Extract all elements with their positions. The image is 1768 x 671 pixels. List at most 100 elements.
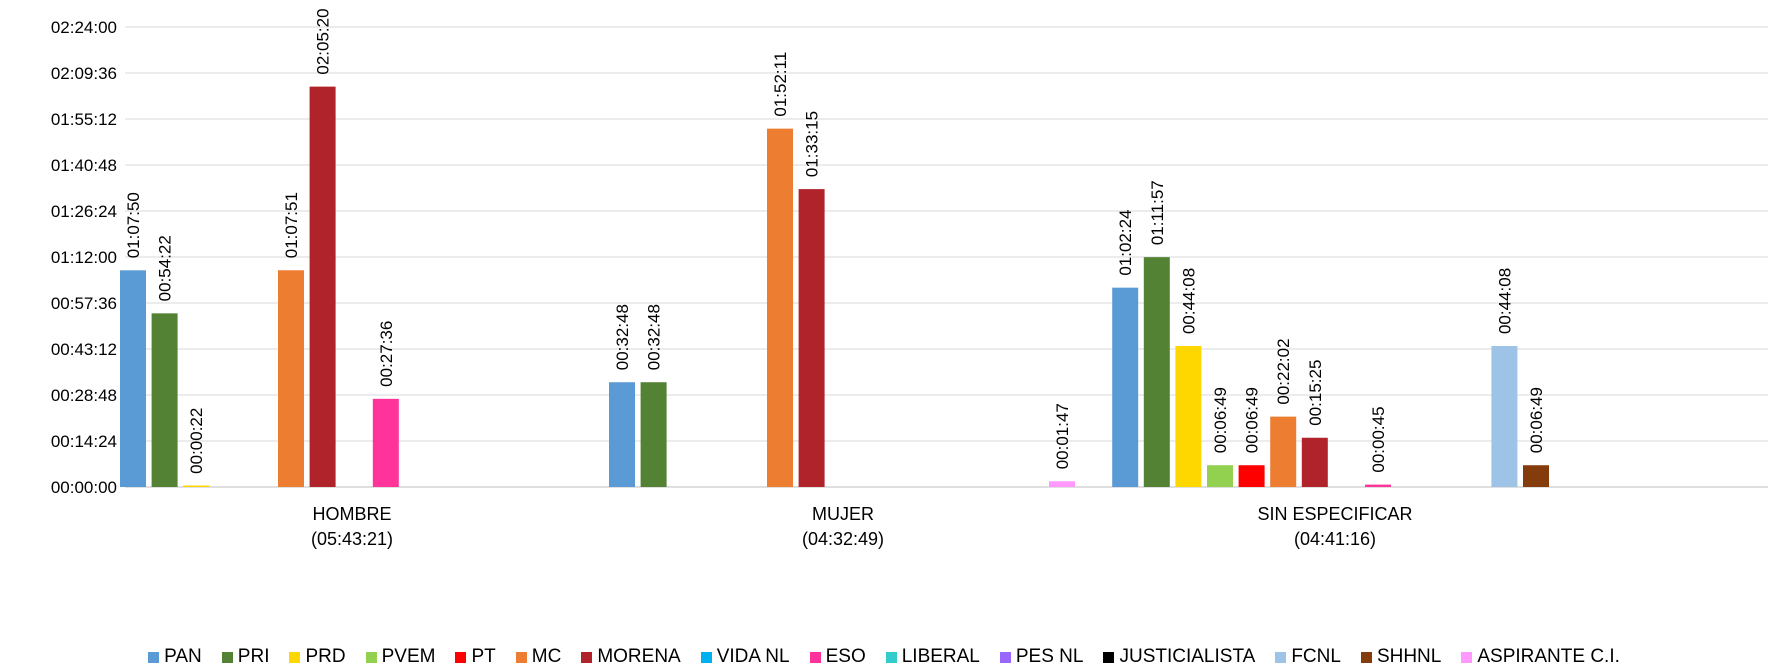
legend-swatch [999, 651, 1011, 663]
legend-item: PRI [221, 646, 270, 668]
data-label: 01:07:51 [282, 192, 301, 258]
y-tick-label: 00:28:48 [51, 386, 117, 405]
legend-item: PVEM [365, 646, 436, 668]
legend-label: PRD [305, 646, 346, 667]
data-label: 01:52:11 [771, 52, 790, 117]
y-tick-label: 00:57:36 [51, 294, 117, 313]
bar-mc [1270, 416, 1297, 487]
x-category-total: (04:41:16) [1294, 529, 1376, 549]
legend-label: PES NL [1015, 646, 1084, 667]
data-label: 00:32:48 [645, 304, 664, 370]
bar-pri [640, 382, 667, 487]
data-label: 00:06:49 [1527, 387, 1546, 453]
y-tick-label: 01:55:12 [51, 110, 117, 129]
bars [120, 86, 1549, 488]
data-label: 00:00:45 [1369, 406, 1388, 472]
legend-label: ESO [825, 646, 866, 667]
legend-swatch [1275, 651, 1287, 663]
data-label: 00:00:22 [187, 408, 206, 474]
legend-label: MORENA [597, 646, 681, 667]
legend: PAN PRI PRD PVEM PT MC MORENA VIDA NL ESO LIBERAL… [0, 646, 1768, 668]
bar-pan [609, 382, 635, 487]
bar-pri [151, 313, 178, 487]
legend-swatch [515, 651, 527, 663]
legend-swatch [365, 651, 377, 663]
legend-swatch [700, 651, 712, 663]
data-labels: 01:07:50 00:54:22 00:00:22 01:07:51 02:05:20… [124, 8, 1546, 473]
y-tick-label: 02:24:00 [51, 18, 117, 37]
legend-swatch [1103, 651, 1115, 663]
legend-swatch [1461, 651, 1473, 663]
bar-morena [309, 86, 336, 487]
legend-label: ASPIRANTE C.I. [1477, 646, 1620, 667]
gridlines [125, 26, 1768, 488]
bar-mc [767, 128, 793, 487]
bar-prd [1175, 346, 1202, 487]
legend-item: PRD [289, 646, 346, 668]
data-label: 02:05:20 [314, 8, 333, 74]
data-label: 01:07:50 [124, 192, 143, 258]
legend-swatch [885, 651, 897, 663]
legend-item: SHHNL [1360, 646, 1442, 668]
legend-item: PES NL [999, 646, 1084, 668]
legend-label: PVEM [381, 646, 436, 667]
bar-shhnl [1523, 465, 1549, 487]
x-category-label: MUJER [812, 504, 874, 524]
x-category-total: (05:43:21) [311, 529, 393, 549]
data-label: 00:22:02 [1274, 338, 1293, 404]
bar-eso [1365, 484, 1391, 487]
x-axis: HOMBRE (05:43:21) MUJER (04:32:49) SIN ESPEC… [311, 504, 1413, 549]
bar-fcnl [1491, 346, 1518, 487]
legend-item: VIDA NL [700, 646, 790, 668]
legend-swatch [581, 651, 593, 663]
legend-label: VIDA NL [716, 646, 790, 667]
legend-swatch [221, 651, 233, 663]
legend-label: PAN [164, 646, 202, 667]
legend-label: PT [471, 646, 496, 667]
legend-label: JUSTICIALISTA [1119, 646, 1256, 667]
bar-mc [278, 270, 304, 487]
legend-swatch [289, 651, 301, 663]
bar-pt [1238, 465, 1265, 487]
legend-item: PT [455, 646, 496, 668]
y-tick-label: 00:14:24 [51, 432, 117, 451]
bar-morena [798, 189, 825, 488]
data-label: 00:54:22 [156, 235, 175, 301]
legend-label: SHHNL [1376, 646, 1442, 667]
legend-label: PRI [237, 646, 270, 667]
data-label: 00:06:49 [1243, 387, 1262, 453]
bar-morena [1301, 437, 1328, 487]
y-axis: 00:00:00 00:14:24 00:28:48 00:43:12 00:57:36… [51, 18, 117, 497]
data-label: 00:44:08 [1495, 268, 1514, 334]
bar-pvem [1207, 465, 1233, 487]
bar-pan [1112, 287, 1139, 487]
legend-swatch [809, 651, 821, 663]
data-label: 00:32:48 [613, 304, 632, 370]
legend-item: LIBERAL [885, 646, 980, 668]
data-label: 01:11:57 [1148, 180, 1167, 245]
data-label: 00:44:08 [1179, 268, 1198, 334]
y-tick-label: 01:12:00 [51, 248, 117, 267]
data-label: 00:06:49 [1211, 387, 1230, 453]
data-label: 01:02:24 [1116, 209, 1135, 275]
legend-item: ASPIRANTE C.I. [1461, 646, 1620, 668]
legend-label: MC [531, 646, 562, 667]
legend-label: LIBERAL [901, 646, 980, 667]
bar-pri [1143, 257, 1170, 487]
legend-item: FCNL [1275, 646, 1341, 668]
data-label: 00:01:47 [1053, 403, 1072, 469]
y-tick-label: 00:00:00 [51, 478, 117, 497]
data-label: 00:15:25 [1306, 360, 1325, 426]
legend-label: FCNL [1291, 646, 1341, 667]
legend-swatch [455, 651, 467, 663]
y-tick-label: 01:40:48 [51, 156, 117, 175]
bar-eso [372, 398, 399, 487]
legend-item: ESO [809, 646, 866, 668]
data-label: 00:27:36 [377, 321, 396, 387]
bar-chart: 00:00:00 00:14:24 00:28:48 00:43:12 00:57:36… [51, 8, 1768, 549]
legend-item: MORENA [581, 646, 681, 668]
legend-swatch [148, 651, 160, 663]
legend-item: JUSTICIALISTA [1103, 646, 1255, 668]
y-tick-label: 01:26:24 [51, 202, 117, 221]
x-category-label: HOMBRE [312, 504, 391, 524]
